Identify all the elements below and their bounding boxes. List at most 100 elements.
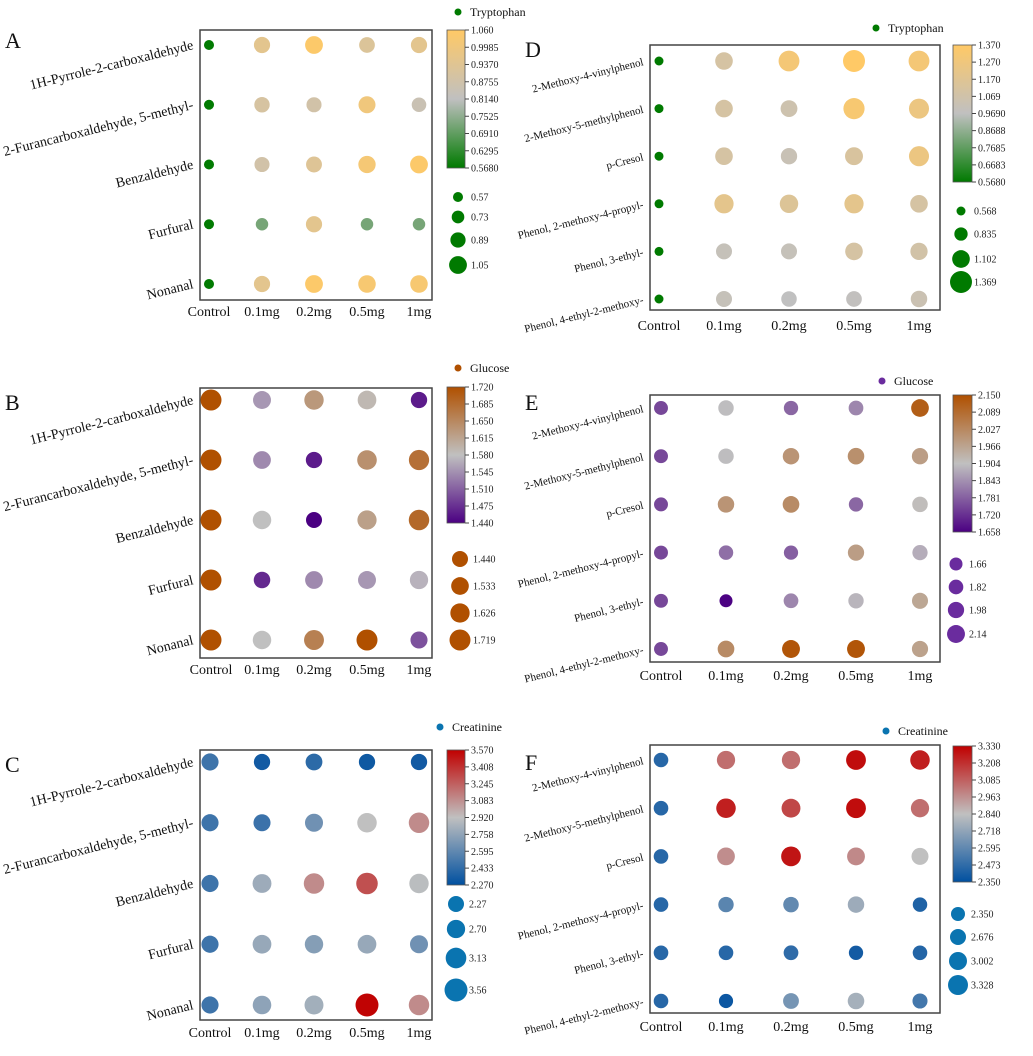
bubble-mark (305, 571, 323, 589)
size-legend-label: 1.98 (969, 606, 987, 617)
bubble-mark (717, 640, 735, 658)
y-tick-label: Phenol, 3-ethyl- (573, 247, 645, 276)
colorbar (446, 386, 466, 524)
bubble-mark (306, 97, 322, 113)
bubble-mark (911, 847, 929, 865)
bubble-mark (253, 391, 271, 409)
bubble-mark (200, 389, 222, 411)
bubble-mark (718, 545, 734, 560)
bubble-mark (201, 996, 219, 1014)
bubble-mark (910, 750, 930, 770)
bubble-mark (908, 98, 930, 119)
bubble-mark (303, 873, 325, 894)
y-tick-label: Nonanal (145, 633, 195, 659)
bubble-mark (253, 753, 271, 771)
bubble-mark (780, 148, 798, 165)
bubble-mark (654, 246, 664, 256)
x-tick-label: 0.2mg (773, 1020, 808, 1035)
bubble-mark (782, 640, 800, 658)
bubble-mark (780, 100, 798, 118)
size-legend-label: 1.369 (974, 278, 997, 289)
colorbar-tick-label: 0.5680 (471, 164, 499, 175)
size-legend-label: 3.56 (469, 986, 487, 997)
bubble-mark (201, 814, 219, 832)
bubble-mark (843, 98, 865, 120)
bubble-mark (252, 510, 272, 530)
bubble-mark (778, 50, 800, 72)
size-legend-label: 1.05 (471, 261, 489, 272)
colorbar-tick-label: 1.720 (978, 510, 1001, 521)
x-tick-label: 0.1mg (244, 305, 279, 320)
bubble-mark (654, 104, 664, 114)
bubble-mark (912, 544, 928, 561)
y-tick-label: Phenol, 3-ethyl- (573, 948, 645, 977)
bubble-mark (253, 571, 271, 589)
legend-marker (882, 727, 890, 735)
bubble-mark (304, 935, 324, 954)
size-legend-bubble (445, 947, 467, 969)
y-tick-label: Phenol, 3-ethyl- (573, 596, 645, 625)
x-tick-label: 1mg (908, 669, 933, 684)
size-legend-label: 1.66 (969, 560, 987, 571)
legend-title: Tryptophan (888, 21, 944, 35)
panel-b: B Glucose 1H-Pyrrole-2-carboxaldehyde2-Fur… (2, 361, 509, 678)
colorbar-tick-label: 2.758 (471, 830, 494, 841)
plot-frame (649, 744, 941, 1014)
bubble-mark (357, 390, 377, 410)
size-legend-label: 0.89 (471, 236, 489, 247)
plot-frame (649, 44, 941, 311)
size-legend-label: 0.57 (471, 193, 489, 204)
legend-title: Tryptophan (470, 5, 526, 19)
colorbar-tick-label: 0.9690 (978, 109, 1006, 120)
x-tick-label: 0.1mg (706, 319, 741, 334)
y-tick-label: Benzaldehyde (114, 877, 195, 911)
bubble-mark (306, 512, 322, 528)
bubble-mark (847, 447, 865, 465)
legend-marker (436, 723, 444, 731)
panel-f: F Creatinine 2-Methoxy-4-vinylphenol 2-Meth… (517, 724, 1001, 1037)
size-legend-bubble (446, 919, 466, 939)
y-tick-label: Phenol, 4-ethyl-2-methoxy- (523, 644, 645, 685)
bubble-mark (201, 874, 219, 893)
x-tick-label: 0.1mg (708, 669, 743, 684)
bubble-mark (716, 750, 736, 770)
y-tick-label: 2-Furancarboxaldehyde, 5-methyl- (2, 816, 195, 878)
bubble-mark (305, 451, 323, 469)
colorbar-tick-label: 1.060 (471, 26, 494, 37)
bubble-mark (355, 993, 379, 1017)
bubble-mark (718, 400, 734, 416)
bubble-mark (912, 945, 928, 961)
size-legend-label: 3.328 (971, 981, 994, 992)
bubble-mark (408, 509, 430, 531)
bubble-mark (717, 847, 735, 866)
bubble-mark (848, 945, 864, 960)
colorbar-tick-label: 2.840 (978, 810, 1001, 821)
colorbar-tick-label: 1.966 (978, 442, 1001, 453)
x-tick-label: 0.5mg (838, 1020, 873, 1035)
bubble-mark (654, 449, 668, 464)
size-legend-label: 2.676 (971, 933, 994, 944)
y-tick-label: Nonanal (145, 998, 195, 1024)
colorbar-tick-label: 1.069 (978, 92, 1001, 103)
panel-letter: A (5, 28, 21, 53)
bubble-mark (360, 218, 374, 231)
size-legend-label: 2.70 (469, 925, 487, 936)
colorbar-tick-label: 3.083 (471, 796, 494, 807)
size-legend-bubble (949, 557, 963, 571)
bubble-mark (845, 242, 863, 261)
bubble-mark (843, 50, 865, 72)
bubble-mark (781, 846, 801, 867)
colorbar-tick-label: 0.8755 (471, 77, 499, 88)
size-legend-bubble (451, 577, 469, 595)
bubble-mark (304, 390, 324, 410)
colorbar-tick-label: 3.408 (471, 762, 494, 773)
size-legend-bubble (450, 603, 470, 623)
panel-d: D Tryptophan 2-Methoxy-4-vinylphenol 2-Meth… (517, 21, 1006, 335)
legend-title: Glucose (470, 361, 509, 375)
x-tick-label: 0.2mg (296, 305, 331, 320)
bubble-mark (718, 945, 734, 961)
bubble-mark (252, 995, 272, 1015)
y-tick-label: p-Cresol (605, 151, 645, 172)
colorbar-tick-label: 2.150 (978, 391, 1001, 402)
bubble-mark (253, 36, 271, 54)
